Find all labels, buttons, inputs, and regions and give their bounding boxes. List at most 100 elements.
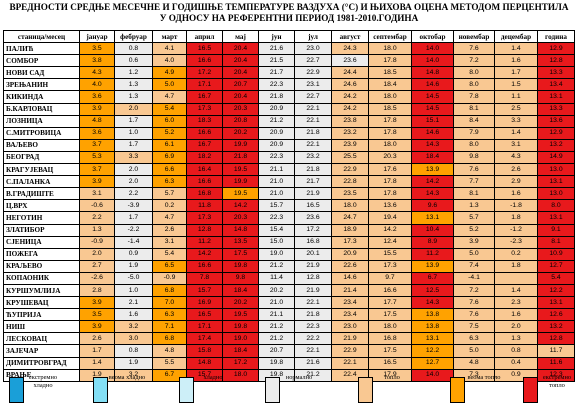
value-cell: 1.0 (114, 126, 153, 140)
table-row: ЛЕСКОВАЦ 2.6 3.0 6.8 17.4 19.0 21.2 22.2 21.9 16.… (3, 332, 575, 346)
value-cell: 7.6 (453, 42, 495, 56)
table-row: ЗРЕЊАНИН 4.0 1.3 5.0 17.1 20.7 22.3 23.1 24.6 18.… (3, 78, 575, 92)
station-name: ЋУПРИЈА (3, 308, 80, 322)
value-cell: 11.8 (186, 199, 223, 213)
value-cell: 22.1 (294, 296, 332, 310)
value-cell: 16.6 (186, 126, 223, 140)
value-cell: 1.2 (114, 66, 153, 80)
value-cell: 6.8 (152, 332, 187, 346)
value-cell: 4.3 (494, 150, 538, 165)
value-cell: 3.2 (114, 320, 153, 334)
legend-label: нормално (285, 374, 313, 381)
value-cell: 20.4 (222, 90, 259, 104)
value-cell: 17.3 (186, 102, 223, 116)
value-cell: 8.0 (537, 199, 575, 213)
table-row: ЗЛАТИБОР 1.3 -2.2 2.6 12.8 14.8 15.4 17.2 18.9 14… (3, 223, 575, 237)
value-cell: 7.2 (453, 54, 495, 68)
station-name: КРАЉЕВО (3, 259, 80, 273)
value-cell: 17.9 (368, 368, 412, 382)
legend-swatch (93, 377, 108, 403)
value-cell: 7.5 (453, 320, 495, 334)
value-cell: 14.3 (411, 138, 454, 152)
value-cell: 2.6 (494, 163, 538, 177)
value-cell: 14.3 (411, 187, 454, 201)
table-row: ЛОЗНИЦА 4.8 1.7 6.0 18.3 20.8 21.2 22.1 23.8 17.8… (3, 114, 575, 128)
value-cell: 6.7 (411, 271, 454, 285)
value-cell: 17.5 (368, 308, 412, 322)
table-row: КОПАОНИК -2.6 -5.0 -0.9 7.8 9.8 11.4 12.8 14.6 9.… (3, 271, 575, 285)
legend-swatch (450, 377, 465, 403)
value-cell: 19.5 (222, 308, 259, 322)
value-cell: 6.6 (152, 163, 187, 177)
value-cell: 23.1 (294, 78, 332, 92)
value-cell: 5.0 (453, 344, 495, 358)
value-cell: -1.8 (494, 199, 538, 213)
table-row: БЕОГРАД 5.3 3.3 6.9 18.2 21.8 22.3 23.2 25.5 20.3… (3, 150, 575, 165)
value-cell: 14.3 (411, 296, 454, 310)
value-cell: 3.9 (79, 296, 115, 310)
value-cell: 1.7 (114, 138, 153, 152)
value-cell: 2.0 (114, 102, 153, 116)
value-cell: 7.0 (152, 296, 187, 310)
value-cell: 2.2 (79, 211, 115, 225)
value-cell: 24.2 (331, 90, 369, 104)
value-cell: 16.5 (294, 199, 332, 213)
value-cell: 22.3 (258, 211, 295, 225)
value-cell: 14.8 (411, 66, 454, 80)
value-cell: 21.0 (258, 175, 295, 189)
value-cell: 24.3 (331, 42, 369, 56)
value-cell: 18.0 (331, 199, 369, 213)
legend-swatch (358, 377, 373, 403)
value-cell: 19.5 (222, 187, 259, 201)
value-cell: 22.9 (331, 163, 369, 177)
value-cell: 12.8 (537, 332, 575, 346)
value-cell: 15.0 (258, 235, 295, 249)
header-month: јануар (79, 29, 115, 44)
value-cell: 14.2 (368, 223, 412, 237)
value-cell: 13.8 (411, 320, 454, 334)
value-cell: 1.7 (79, 344, 115, 358)
value-cell: 10.4 (411, 223, 454, 237)
value-cell: 20.3 (222, 211, 259, 225)
station-name: КУРШУМЛИЈА (3, 283, 80, 298)
value-cell: 6.8 (152, 283, 187, 298)
value-cell: 14.8 (186, 356, 223, 370)
value-cell: 9.8 (453, 150, 495, 165)
value-cell: 1.8 (494, 211, 538, 225)
value-cell: 23.9 (331, 138, 369, 152)
table-row: КИКИНДА 3.6 1.3 4.7 16.7 20.4 21.8 22.7 24.2 18.0… (3, 90, 575, 104)
legend-label: хладно (203, 374, 223, 381)
value-cell: 2.6 (79, 332, 115, 346)
value-cell: 20.9 (258, 138, 295, 152)
value-cell: 21.9 (331, 332, 369, 346)
value-cell: 13.0 (537, 187, 575, 201)
table-row: СЈЕНИЦА -0.9 -1.4 3.1 11.2 13.5 15.0 16.8 17.3 12… (3, 235, 575, 249)
value-cell: 20.4 (222, 42, 259, 56)
title-line-1: ВРЕДНОСТИ СРЕДЊЕ МЕСЕЧНЕ И ГОДИШЊЕ ТЕМПЕ… (9, 2, 569, 12)
value-cell: 16.7 (186, 138, 223, 152)
legend-label: веома топло (467, 374, 501, 381)
header-month: децембар (494, 29, 538, 44)
value-cell: 12.5 (411, 283, 454, 298)
value-cell: 8.1 (537, 235, 575, 249)
value-cell: 3.7 (79, 138, 115, 152)
value-cell: 5.7 (453, 211, 495, 225)
value-cell: 16.6 (186, 259, 223, 273)
value-cell: 3.7 (79, 163, 115, 177)
value-cell: 13.1 (537, 211, 575, 225)
table-row: ВРАЊЕ 1.9 3.2 6.7 15.7 18.0 19.8 21.2 22.4 17.9 14… (3, 368, 575, 382)
value-cell: 18.0 (222, 368, 259, 382)
station-name: ВАЉЕВО (3, 138, 80, 152)
value-cell: -4.1 (453, 271, 495, 285)
value-cell: 0.2 (152, 199, 187, 213)
value-cell: 17.8 (368, 187, 412, 201)
header-month: мај (222, 29, 259, 44)
value-cell: 22.7 (294, 54, 332, 68)
value-cell: 21.5 (258, 54, 295, 68)
value-cell: 22.9 (294, 66, 332, 80)
value-cell: 23.6 (331, 54, 369, 68)
value-cell: 23.0 (294, 42, 332, 56)
value-cell: 19.4 (368, 211, 412, 225)
table-row: НОВИ САД 4.3 1.2 4.9 17.2 20.4 21.7 22.9 24.4 18.… (3, 66, 575, 80)
value-cell: 7.2 (453, 283, 495, 298)
